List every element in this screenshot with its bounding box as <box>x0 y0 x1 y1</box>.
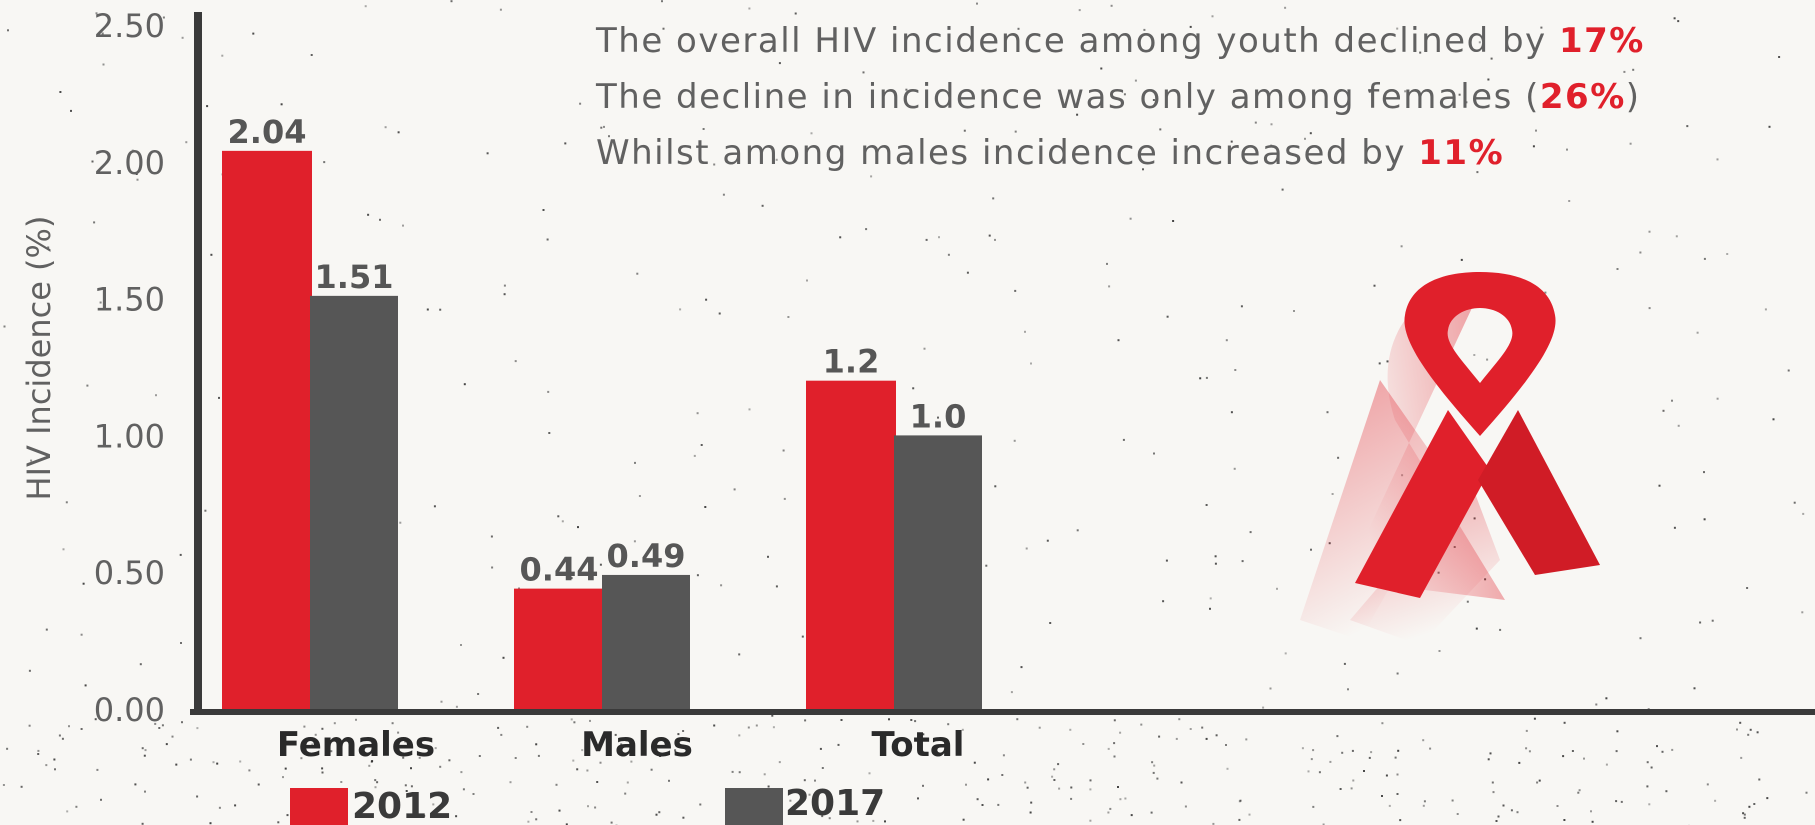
bars <box>222 151 982 709</box>
legend-swatch-2012 <box>290 788 348 825</box>
bar-males-2012 <box>514 589 604 709</box>
bar-total-2012 <box>806 381 896 709</box>
bar-males-2017 <box>602 575 690 709</box>
y-tick-label: 2.50 <box>94 7 165 45</box>
annotation-female-decline: The decline in incidence was only among … <box>596 77 1641 117</box>
value-label-males-2017: 0.49 <box>607 537 686 575</box>
y-tick-label: 2.00 <box>94 144 165 182</box>
x-tick-label-males: Males <box>581 725 693 765</box>
x-axis-labels: Females Males Total <box>277 725 965 765</box>
y-tick-label: 0.00 <box>94 691 165 729</box>
legend: 2012 2017 <box>290 783 885 825</box>
legend-label-2017: 2017 <box>785 783 885 824</box>
x-tick-label-total: Total <box>872 725 965 765</box>
y-tick-label: 1.00 <box>94 417 165 455</box>
value-label-total-2012: 1.2 <box>823 343 880 381</box>
value-label-females-2012: 2.04 <box>228 113 307 151</box>
bar-total-2017 <box>894 435 982 709</box>
value-label-females-2017: 1.51 <box>315 258 394 296</box>
awareness-ribbon-icon <box>1300 272 1600 645</box>
annotation-overall-decline: The overall HIV incidence among youth de… <box>596 21 1645 61</box>
annotation-male-increase: Whilst among males incidence increased b… <box>596 133 1504 173</box>
bar-females-2012 <box>222 151 312 709</box>
y-axis-ticks: 0.00 0.50 1.00 1.50 2.00 2.50 <box>94 7 165 729</box>
y-tick-label: 0.50 <box>94 554 165 592</box>
y-axis-title: HIV Incidence (%) <box>20 216 58 501</box>
value-label-total-2017: 1.0 <box>910 397 967 435</box>
legend-label-2012: 2012 <box>352 786 452 825</box>
y-tick-label: 1.50 <box>94 281 165 319</box>
bar-females-2017 <box>310 296 398 709</box>
x-tick-label-females: Females <box>277 725 435 765</box>
legend-swatch-2017 <box>725 788 783 825</box>
value-label-males-2012: 0.44 <box>520 551 599 589</box>
